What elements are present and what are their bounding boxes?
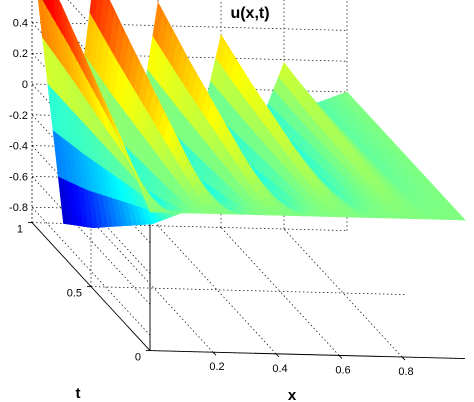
z-axis-ticks: 0.80.60.40.20-0.2-0.4-0.6-0.8 (9, 17, 28, 214)
y-axis-ticks: 00.51 (17, 222, 150, 364)
surface-patch (454, 214, 466, 221)
y-tick-label: 0 (135, 352, 141, 364)
grid-line (31, 145, 151, 274)
z-tick-label: -0.2 (9, 110, 28, 122)
y-tick-label: 0.5 (67, 288, 82, 300)
grid-line (31, 206, 151, 336)
grid-line (31, 22, 348, 31)
x-tick-label: 0.8 (398, 366, 413, 378)
grid-line (31, 176, 151, 305)
z-tick-label: -0.6 (9, 171, 28, 183)
y-axis-label: t (76, 385, 81, 402)
x-axis-label: x (288, 387, 297, 402)
z-tick-label: 0.4 (13, 17, 28, 29)
grid-line (157, 225, 277, 355)
z-tick-label: -0.8 (9, 202, 28, 214)
x-axis-ticks: 0.2 0.4 0.6 0.8 (209, 351, 414, 378)
x-tick-mark (338, 355, 343, 359)
x-tick-label: 0.6 (335, 364, 350, 376)
axis-line (149, 350, 466, 360)
z-tick-label: 0.2 (13, 48, 28, 60)
chart-title: u(x,t) (230, 5, 269, 22)
x-tick-label: 0.4 (272, 363, 287, 375)
surface-patch (89, 0, 98, 22)
grid-line (94, 223, 214, 353)
z-tick-label: -0.4 (9, 141, 28, 153)
grid-line (283, 228, 403, 358)
x-tick-label: 0.2 (209, 361, 224, 373)
grid-line (90, 286, 407, 295)
z-tick-label: 0 (22, 79, 28, 91)
x-tick-mark (401, 356, 406, 361)
surface (37, 0, 466, 229)
grid-line (220, 227, 340, 356)
y-tick-label: 1 (17, 224, 23, 236)
x-tick-mark (212, 351, 217, 356)
x-tick-mark (275, 353, 280, 358)
